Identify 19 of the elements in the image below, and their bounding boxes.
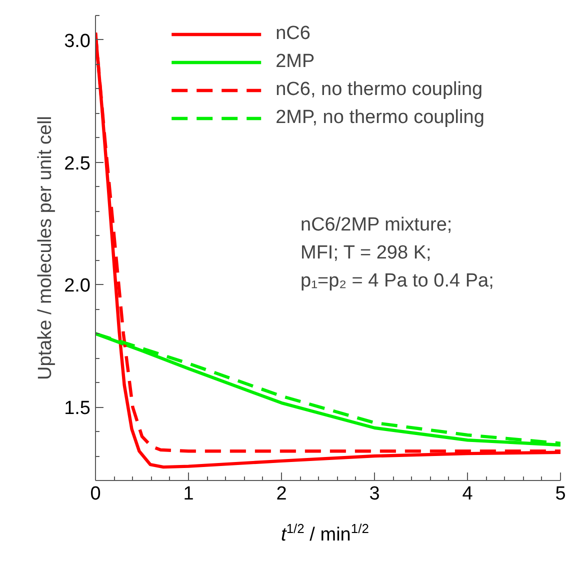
annotation: MFI; T = 298 K; bbox=[300, 242, 432, 264]
x-axis-title: t$^{1/2}$ / min$^{1/2}$ bbox=[280, 520, 370, 548]
x-tick-label: 3 bbox=[369, 484, 380, 504]
legend-label: nC6 bbox=[276, 23, 310, 45]
x-tick-label: 0 bbox=[90, 484, 101, 504]
y-tick-label: 1.5 bbox=[64, 398, 91, 420]
x-tick-label: 4 bbox=[462, 484, 474, 504]
legend-label: nC6, no thermo coupling bbox=[276, 79, 483, 101]
legend-label: 2MP, no thermo coupling bbox=[276, 107, 484, 129]
y-axis-title: Uptake / molecules per unit cell bbox=[35, 116, 56, 380]
annotation: nC6/2MP mixture; bbox=[300, 214, 452, 236]
annotation: p₁=p₂ = 4 Pa to 0.4 Pa; bbox=[300, 270, 494, 292]
x-tick-label: 2 bbox=[276, 484, 287, 504]
y-tick-label: 2.0 bbox=[64, 276, 91, 297]
x-tick-label: 1 bbox=[183, 484, 194, 504]
y-tick-label: 3.0 bbox=[64, 30, 91, 52]
y-tick-label: 2.5 bbox=[64, 153, 91, 174]
x-tick-label: 5 bbox=[555, 484, 566, 504]
legend-label: 2MP bbox=[276, 51, 315, 73]
